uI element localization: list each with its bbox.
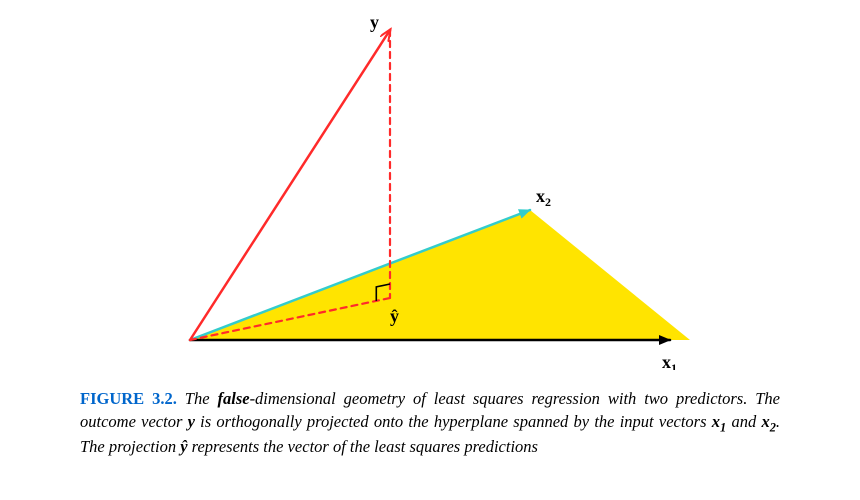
svg-text:x2: x2: [536, 186, 551, 209]
figure-label: FIGURE 3.2.: [80, 389, 177, 408]
svg-text:ŷ: ŷ: [390, 306, 399, 326]
figure-container: y x2 x1 ŷ FIGURE 3.2. The false-dimensional…: [0, 0, 860, 500]
svg-text:y: y: [370, 12, 379, 32]
figure-caption: FIGURE 3.2. The false-dimensional geomet…: [80, 388, 780, 459]
svg-text:x1: x1: [662, 352, 677, 370]
diagram-area: y x2 x1 ŷ: [90, 10, 770, 370]
vector-diagram-svg: y x2 x1 ŷ: [90, 10, 770, 370]
